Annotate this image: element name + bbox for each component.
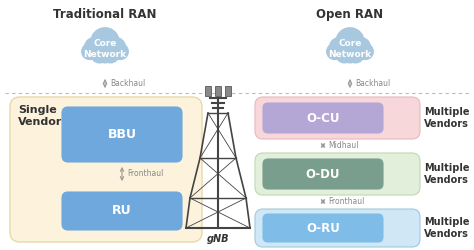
Bar: [205, 86, 211, 96]
Circle shape: [112, 44, 128, 60]
FancyBboxPatch shape: [263, 103, 383, 133]
Text: gNB: gNB: [207, 234, 229, 244]
Circle shape: [357, 44, 373, 60]
Circle shape: [336, 28, 364, 56]
Text: Open RAN: Open RAN: [317, 8, 383, 21]
Text: Fronthaul: Fronthaul: [127, 170, 164, 178]
Text: O-DU: O-DU: [306, 168, 340, 180]
Text: RU: RU: [112, 204, 132, 218]
Bar: [225, 86, 231, 96]
FancyBboxPatch shape: [263, 159, 383, 189]
Text: Multiple
Vendors: Multiple Vendors: [424, 107, 470, 129]
Text: Traditional RAN: Traditional RAN: [53, 8, 157, 21]
Circle shape: [342, 47, 358, 63]
FancyBboxPatch shape: [62, 107, 182, 162]
Circle shape: [91, 46, 108, 63]
FancyBboxPatch shape: [10, 97, 202, 242]
Circle shape: [336, 46, 353, 63]
Text: Backhaul: Backhaul: [355, 79, 390, 88]
Text: O-CU: O-CU: [306, 112, 340, 124]
Text: Multiple
Vendors: Multiple Vendors: [424, 163, 470, 185]
FancyBboxPatch shape: [255, 97, 420, 139]
Circle shape: [327, 44, 342, 60]
FancyBboxPatch shape: [255, 209, 420, 247]
Text: Backhaul: Backhaul: [110, 79, 145, 88]
Circle shape: [106, 38, 126, 57]
Circle shape: [84, 38, 104, 57]
Text: BBU: BBU: [108, 128, 137, 141]
Circle shape: [82, 44, 98, 60]
Text: Fronthaul: Fronthaul: [328, 197, 365, 206]
Bar: [215, 86, 221, 96]
Text: Multiple
Vendors: Multiple Vendors: [424, 217, 470, 239]
FancyBboxPatch shape: [263, 214, 383, 242]
Circle shape: [97, 47, 113, 63]
Text: Core
Network: Core Network: [328, 40, 372, 59]
Circle shape: [102, 46, 119, 63]
Text: Core
Network: Core Network: [83, 40, 127, 59]
Circle shape: [91, 28, 119, 56]
FancyBboxPatch shape: [255, 153, 420, 195]
Circle shape: [329, 38, 349, 57]
FancyBboxPatch shape: [62, 192, 182, 230]
Text: Midhaul: Midhaul: [328, 141, 358, 150]
Circle shape: [351, 38, 371, 57]
Circle shape: [347, 46, 364, 63]
Text: O-RU: O-RU: [306, 222, 340, 234]
Text: Single
Vendor: Single Vendor: [18, 105, 63, 128]
